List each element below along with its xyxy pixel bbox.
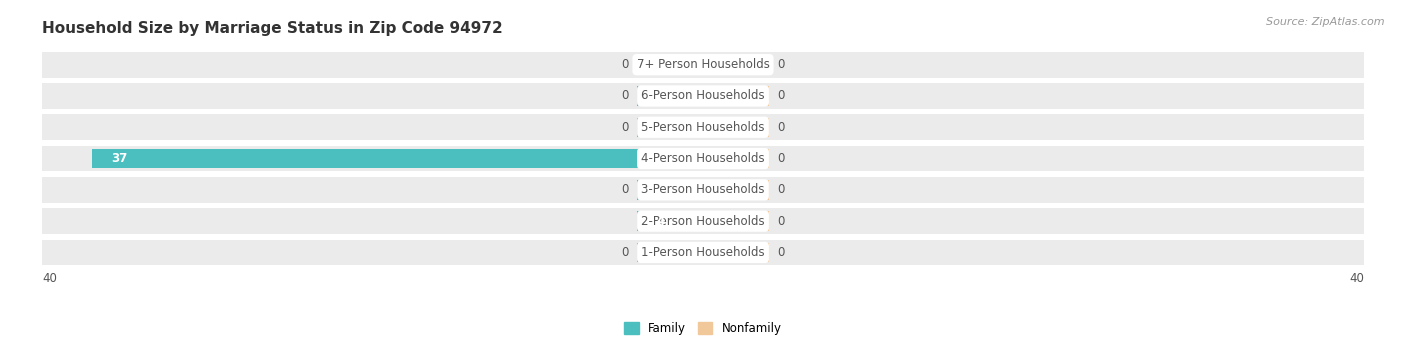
- Bar: [42, 115, 1364, 140]
- Text: 5-Person Households: 5-Person Households: [641, 121, 765, 134]
- Bar: [42, 146, 1364, 172]
- Text: 4: 4: [657, 215, 665, 228]
- Text: 0: 0: [778, 152, 785, 165]
- Text: Household Size by Marriage Status in Zip Code 94972: Household Size by Marriage Status in Zip…: [42, 21, 503, 36]
- Text: 4-Person Households: 4-Person Households: [641, 152, 765, 165]
- Bar: [637, 180, 703, 199]
- Text: 7+ Person Households: 7+ Person Households: [637, 58, 769, 71]
- Bar: [637, 86, 703, 106]
- Text: 0: 0: [778, 215, 785, 228]
- Text: 0: 0: [778, 246, 785, 259]
- Text: 40: 40: [1348, 272, 1364, 285]
- Bar: [703, 180, 769, 199]
- Bar: [42, 240, 1364, 265]
- Text: 3-Person Households: 3-Person Households: [641, 183, 765, 196]
- Text: 2-Person Households: 2-Person Households: [641, 215, 765, 228]
- Bar: [42, 52, 1364, 77]
- Text: 0: 0: [778, 89, 785, 102]
- Bar: [91, 149, 703, 168]
- Bar: [637, 55, 703, 74]
- Bar: [637, 211, 703, 231]
- Text: 0: 0: [621, 246, 628, 259]
- Bar: [703, 149, 769, 168]
- Bar: [703, 211, 769, 231]
- Text: 0: 0: [778, 183, 785, 196]
- Bar: [703, 243, 769, 262]
- Text: 6-Person Households: 6-Person Households: [641, 89, 765, 102]
- Bar: [637, 118, 703, 137]
- Bar: [703, 118, 769, 137]
- Text: 0: 0: [621, 183, 628, 196]
- Bar: [42, 177, 1364, 203]
- Text: Source: ZipAtlas.com: Source: ZipAtlas.com: [1267, 17, 1385, 27]
- Bar: [637, 243, 703, 262]
- Legend: Family, Nonfamily: Family, Nonfamily: [620, 317, 786, 340]
- Text: 0: 0: [778, 58, 785, 71]
- Text: 0: 0: [621, 89, 628, 102]
- Text: 37: 37: [111, 152, 128, 165]
- Text: 0: 0: [621, 121, 628, 134]
- Bar: [703, 55, 769, 74]
- Bar: [42, 83, 1364, 109]
- Bar: [42, 208, 1364, 234]
- Text: 40: 40: [42, 272, 58, 285]
- Text: 0: 0: [621, 58, 628, 71]
- Text: 1-Person Households: 1-Person Households: [641, 246, 765, 259]
- Bar: [703, 86, 769, 106]
- Text: 0: 0: [778, 121, 785, 134]
